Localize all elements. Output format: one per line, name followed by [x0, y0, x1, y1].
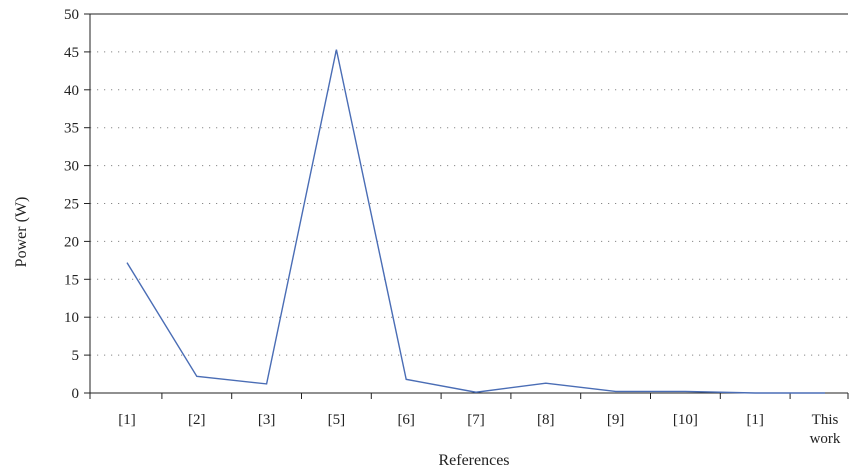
y-axis-title: Power (W) [13, 197, 30, 268]
x-axis-title: References [438, 452, 509, 469]
x-tick-label: [2] [188, 412, 206, 428]
x-tick-label: [1] [118, 412, 136, 428]
y-tick-label: 20 [64, 234, 79, 250]
y-tick-label: 15 [64, 272, 79, 288]
x-tick-label: [8] [537, 412, 555, 428]
y-tick-label: 0 [72, 386, 80, 402]
x-tick-label: [6] [397, 412, 415, 428]
series [126, 49, 826, 394]
y-tick-label: 30 [64, 159, 79, 175]
y-tick-label: 10 [64, 310, 79, 326]
series-line [126, 49, 825, 394]
x-tick-label: [10] [673, 412, 698, 428]
x-tick-label: [7] [467, 412, 485, 428]
x-tick-label: [3] [258, 412, 276, 428]
y-tick-labels: 0 5 10 15 20 25 30 35 40 45 50 [64, 7, 90, 402]
x-tick-labels: [1] [2] [3] [5] [6] [7] [8] [9] [10] [1] This work [89, 393, 849, 447]
x-tick-label: [9] [607, 412, 625, 428]
y-tick-label: 25 [64, 197, 79, 213]
y-tick-label: 50 [64, 7, 79, 23]
x-tick-label: This work [810, 412, 841, 447]
y-tick-label: 5 [72, 348, 80, 364]
x-tick-label: [5] [328, 412, 346, 428]
y-tick-label: 40 [64, 83, 79, 99]
grid-lines [90, 51, 848, 356]
y-tick-label: 45 [64, 45, 79, 61]
y-tick-label: 35 [64, 121, 79, 137]
x-tick-label: [1] [746, 412, 764, 428]
